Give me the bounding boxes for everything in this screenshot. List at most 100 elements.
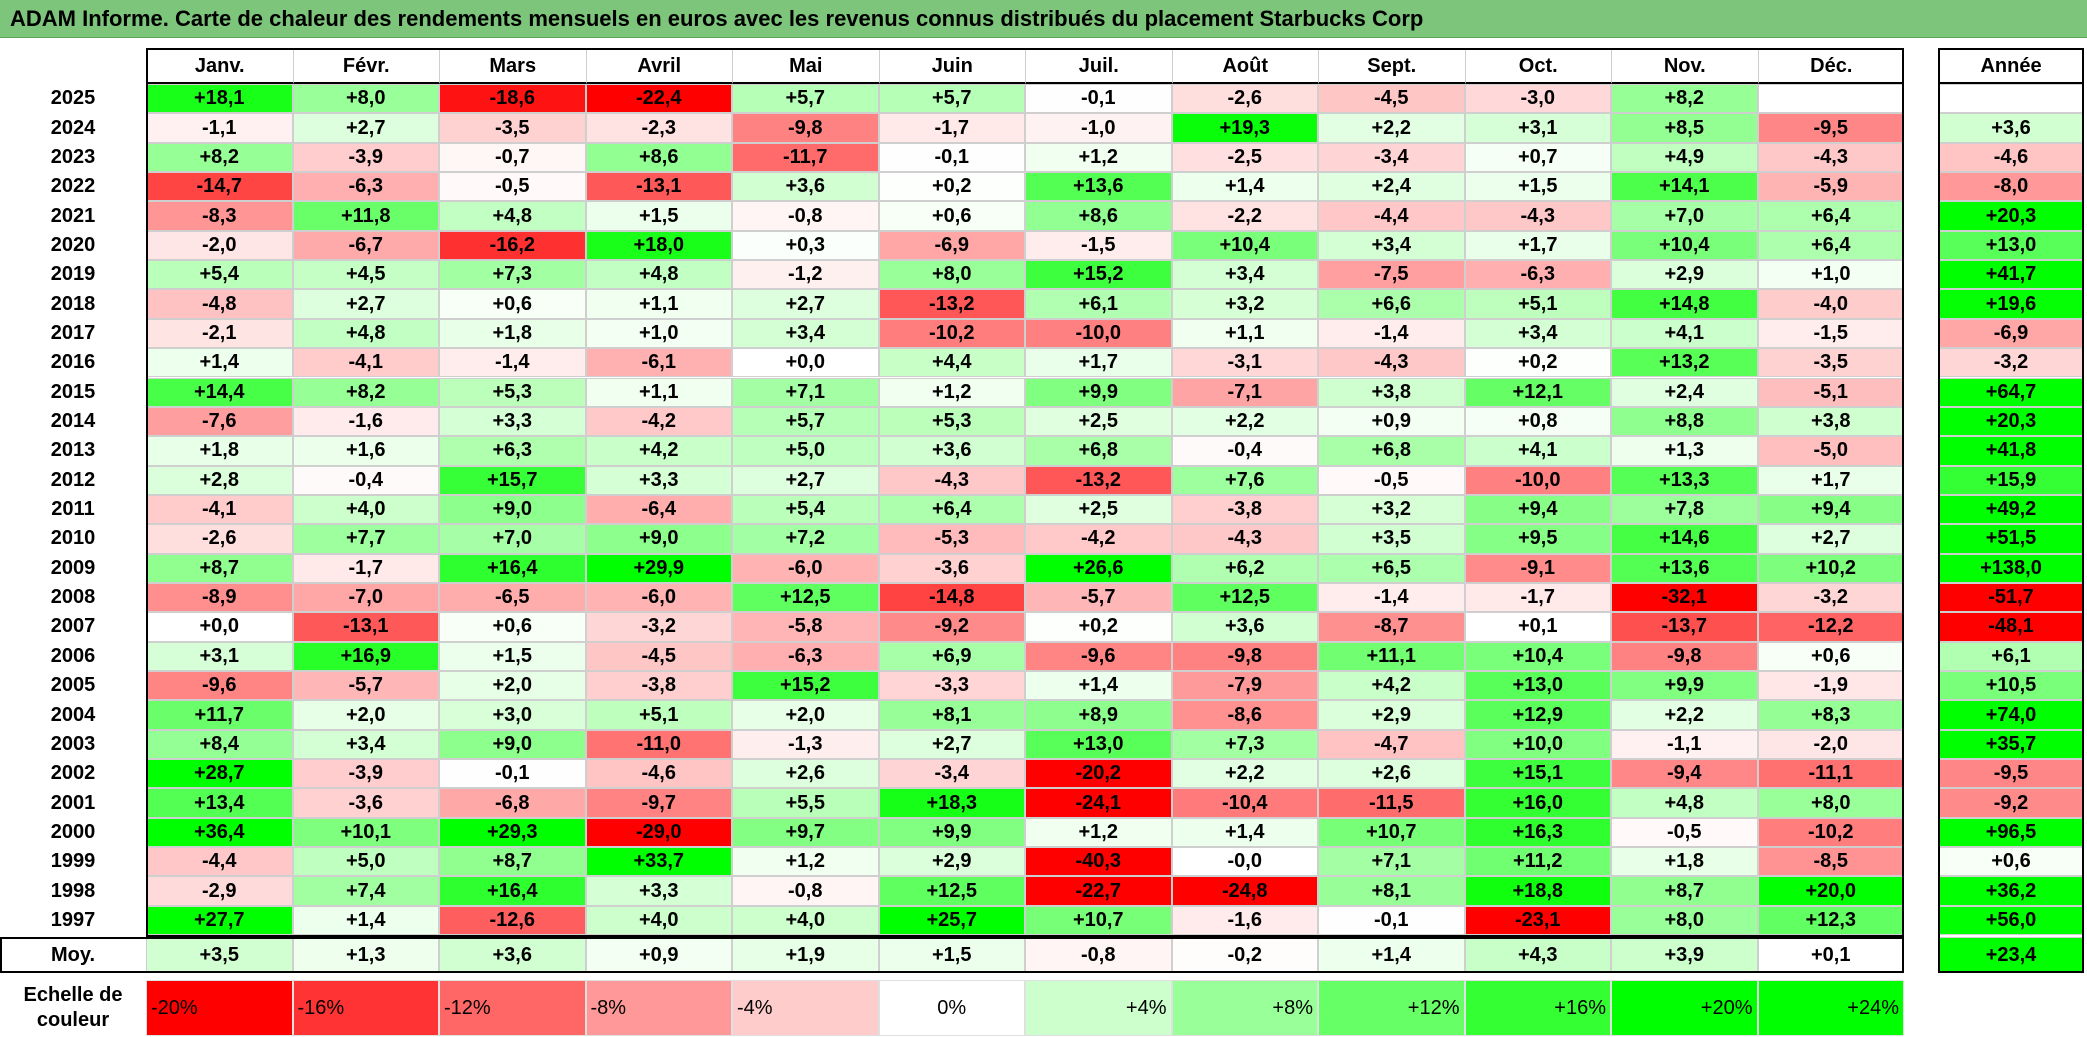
heatmap-cell: -4,3 [1171, 524, 1318, 554]
average-cell: +0,9 [585, 937, 732, 974]
heatmap-cell: +1,4 [146, 348, 293, 378]
year-label: 2002 [50, 762, 96, 785]
heatmap-cell: +2,2 [1611, 700, 1758, 730]
heatmap-cell: +7,3 [1171, 729, 1318, 760]
heatmap-cell: +9,4 [1464, 494, 1611, 525]
heatmap-cell: -4,4 [146, 847, 293, 877]
heatmap-cell: +6,8 [1025, 436, 1172, 466]
heatmap-cell: -6,1 [585, 348, 732, 378]
year-label: 1998 [50, 879, 96, 902]
page-title: ADAM Informe. Carte de chaleur des rende… [10, 6, 1424, 31]
heatmap-cell: +1,7 [1464, 230, 1611, 261]
legend-step: -8% [585, 980, 732, 1036]
heatmap-cell: +2,6 [732, 759, 879, 789]
heatmap-cell: +15,2 [1025, 260, 1172, 290]
heatmap-cell: -3,5 [1757, 348, 1904, 378]
annual-cell: +49,2 [1938, 494, 2084, 525]
heatmap-cell: +0,2 [1025, 612, 1172, 642]
year-label: 2003 [50, 732, 96, 755]
heatmap-cell: -24,1 [1025, 788, 1172, 818]
heatmap-cell: +0,9 [1318, 406, 1465, 437]
heatmap-cell: -3,1 [1171, 348, 1318, 378]
heatmap-cell: +4,1 [1611, 318, 1758, 349]
heatmap-cell: +7,6 [1171, 465, 1318, 495]
heatmap-cell: -16,2 [439, 230, 586, 261]
heatmap-cell: +33,7 [585, 847, 732, 877]
heatmap-cell: -23,1 [1464, 905, 1611, 936]
heatmap-cell: -1,2 [732, 260, 879, 290]
heatmap-cell: +6,2 [1171, 553, 1318, 583]
heatmap-cell: +13,3 [1611, 465, 1758, 495]
average-cell: +0,1 [1757, 937, 1904, 974]
heatmap-cell: -1,7 [292, 553, 439, 583]
heatmap-cell: +16,9 [292, 641, 439, 671]
heatmap-cell: +29,9 [585, 553, 732, 583]
heatmap-cell: +0,2 [878, 172, 1025, 202]
heatmap-cell: +29,3 [439, 817, 586, 848]
heatmap-cell: -7,6 [146, 406, 293, 437]
heatmap-cell: -2,5 [1171, 142, 1318, 173]
heatmap-cell: +18,3 [878, 788, 1025, 818]
heatmap-cell: +1,8 [1611, 847, 1758, 877]
heatmap-cell: -4,5 [585, 641, 732, 671]
month-header: Mars [439, 48, 586, 84]
month-header: Août [1171, 48, 1318, 84]
heatmap-cell: -10,0 [1464, 465, 1611, 495]
heatmap-cell: +1,0 [585, 318, 732, 349]
heatmap-cell: +3,6 [878, 436, 1025, 466]
legend-step: -16% [292, 980, 439, 1036]
month-header: Juin [878, 48, 1025, 84]
heatmap-cell: +1,5 [1464, 172, 1611, 202]
heatmap-cell: -1,5 [1025, 230, 1172, 261]
heatmap-cell: -3,2 [585, 612, 732, 642]
heatmap-cell: +0,6 [439, 612, 586, 642]
year-label: 2010 [50, 527, 96, 550]
average-cell: +4,3 [1464, 937, 1611, 974]
heatmap-cell: +7,1 [732, 377, 879, 407]
year-label: 2011 [51, 498, 95, 521]
heatmap-cell: +1,2 [878, 377, 1025, 407]
heatmap-cell: -4,2 [585, 406, 732, 437]
heatmap-cell: +2,7 [1757, 524, 1904, 554]
heatmap-cell: +1,8 [146, 436, 293, 466]
average-cell: -0,2 [1171, 937, 1318, 974]
heatmap-cell: +1,5 [585, 201, 732, 231]
heatmap-cell: +5,4 [732, 494, 879, 525]
heatmap-cell: -0,8 [732, 876, 879, 906]
heatmap-cell: +8,6 [585, 142, 732, 173]
heatmap-cell: +6,8 [1318, 436, 1465, 466]
heatmap-cell: +3,4 [292, 729, 439, 760]
heatmap-cell: +3,4 [732, 318, 879, 349]
heatmap-cell: -9,5 [1757, 113, 1904, 143]
heatmap-cell: +4,1 [1464, 436, 1611, 466]
legend-step: +16% [1464, 980, 1611, 1036]
heatmap-cell: +2,9 [878, 847, 1025, 877]
heatmap-cell: -4,5 [1318, 84, 1465, 114]
heatmap-cell: +0,0 [146, 612, 293, 642]
heatmap-cell: +1,4 [292, 905, 439, 936]
heatmap-cell: -13,7 [1611, 612, 1758, 642]
heatmap-cell: +26,6 [1025, 553, 1172, 583]
heatmap-cell: +3,6 [732, 172, 879, 202]
heatmap-cell: +9,0 [439, 729, 586, 760]
heatmap-cell: +19,3 [1171, 113, 1318, 143]
heatmap-cell: +1,1 [585, 377, 732, 407]
legend-step: +20% [1611, 980, 1758, 1036]
heatmap-cell: +3,3 [585, 465, 732, 495]
heatmap-cell: -4,6 [585, 759, 732, 789]
heatmap-cell: +10,0 [1464, 729, 1611, 760]
heatmap-cell: +4,8 [1611, 788, 1758, 818]
heatmap-cell: -9,8 [1171, 641, 1318, 671]
heatmap-cell: +14,1 [1611, 172, 1758, 202]
heatmap-cell: -11,1 [1757, 759, 1904, 789]
heatmap-cell: +6,9 [878, 641, 1025, 671]
heatmap-cell: -8,6 [1171, 700, 1318, 730]
heatmap-cell: -8,9 [146, 582, 293, 613]
year-label: 2000 [50, 820, 96, 843]
month-header: Avril [585, 48, 732, 84]
heatmap-cell: +7,0 [439, 524, 586, 554]
year-label: 2019 [50, 263, 96, 286]
legend-step: +4% [1025, 980, 1172, 1036]
heatmap-cell: -1,4 [1318, 582, 1465, 613]
heatmap-cell: -0,1 [1318, 905, 1465, 936]
